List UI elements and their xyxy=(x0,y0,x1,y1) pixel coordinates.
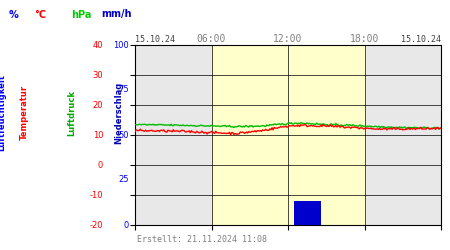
Bar xyxy=(299,201,300,236)
Text: %: % xyxy=(9,10,18,20)
Bar xyxy=(303,201,305,236)
Bar xyxy=(296,201,297,237)
Bar xyxy=(298,201,299,235)
Text: hPa: hPa xyxy=(71,10,91,20)
Bar xyxy=(294,201,295,233)
Text: 10: 10 xyxy=(93,130,103,140)
Bar xyxy=(318,201,320,233)
Text: 15.10.24: 15.10.24 xyxy=(135,36,175,44)
Text: Luftfeuchtigkeit: Luftfeuchtigkeit xyxy=(0,74,7,151)
Bar xyxy=(302,201,303,237)
Bar xyxy=(311,201,312,231)
Text: -10: -10 xyxy=(90,190,103,200)
Text: mm/h: mm/h xyxy=(102,10,132,20)
Bar xyxy=(306,201,308,230)
Bar xyxy=(312,201,313,235)
Text: Erstellt: 21.11.2024 11:08: Erstellt: 21.11.2024 11:08 xyxy=(138,236,267,244)
Text: -20: -20 xyxy=(90,220,103,230)
Bar xyxy=(319,201,320,230)
Bar xyxy=(309,201,310,235)
Bar xyxy=(310,201,311,234)
Bar xyxy=(301,201,302,234)
Text: 40: 40 xyxy=(93,40,103,50)
Bar xyxy=(315,201,316,236)
Text: 100: 100 xyxy=(113,40,129,50)
Text: Luftdruck: Luftdruck xyxy=(68,90,76,136)
Text: 0: 0 xyxy=(98,160,103,170)
Text: 30: 30 xyxy=(93,70,103,80)
Bar xyxy=(316,201,317,230)
Text: 25: 25 xyxy=(118,176,129,184)
Bar xyxy=(307,201,309,234)
Text: 20: 20 xyxy=(93,100,103,110)
Bar xyxy=(317,201,319,231)
Text: Temperatur: Temperatur xyxy=(20,85,29,140)
Bar xyxy=(297,201,298,235)
Bar xyxy=(313,201,314,233)
Bar xyxy=(304,201,306,233)
Bar xyxy=(212,45,364,225)
Text: 50: 50 xyxy=(118,130,129,140)
Bar xyxy=(314,201,315,234)
Text: 0: 0 xyxy=(123,220,129,230)
Text: 75: 75 xyxy=(118,86,129,94)
Text: Niederschlag: Niederschlag xyxy=(115,82,124,144)
Text: °C: °C xyxy=(35,10,46,20)
Bar xyxy=(300,201,302,232)
Bar xyxy=(295,201,296,234)
Bar xyxy=(306,201,307,237)
Text: 15.10.24: 15.10.24 xyxy=(401,36,441,44)
